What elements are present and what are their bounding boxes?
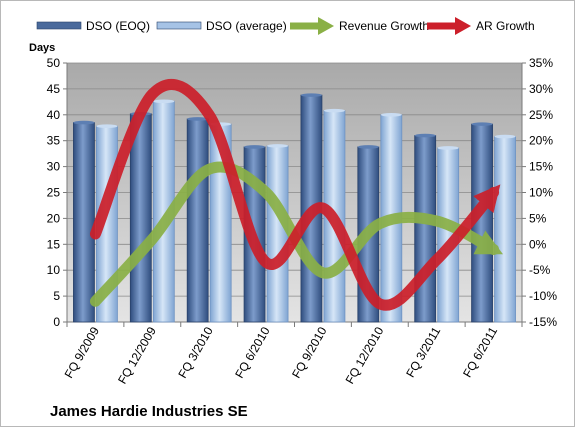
bar-dso-average (494, 136, 516, 323)
y2-tick-label: 30% (529, 82, 553, 96)
bar-dso-average (266, 145, 289, 323)
y-tick-label: 40 (47, 108, 61, 122)
legend-swatch-dso-eoq (36, 21, 82, 30)
y2-tick-label: 35% (529, 56, 553, 70)
legend-label-revenue-growth: Revenue Growth (339, 19, 429, 33)
legend-arrow-revenue-growth (318, 17, 334, 35)
bar-top-dso-eoq (414, 133, 436, 138)
y2-tick-label: -5% (529, 263, 551, 277)
y-tick-label: 10 (47, 263, 61, 277)
y-tick-label: 30 (47, 160, 61, 174)
y-tick-label: 20 (47, 211, 61, 225)
bar-top-dso-average (437, 146, 459, 150)
y2-tick-label: 15% (529, 160, 553, 174)
legend-label-dso-eoq: DSO (EOQ) (86, 19, 150, 33)
bar-top-dso-average (494, 134, 516, 139)
y2-tick-label: 25% (529, 108, 553, 122)
y2-tick-label: 5% (529, 211, 547, 225)
bar-top-dso-average (380, 113, 402, 117)
y2-tick-label: 0% (529, 237, 547, 251)
bar-dso-eoq (73, 122, 95, 323)
legend-swatch-dso-average (156, 21, 202, 30)
y-tick-label: 35 (47, 134, 61, 148)
y-tick-label: 0 (53, 315, 60, 329)
y2-tick-label: -10% (529, 289, 557, 303)
legend-label-ar-growth: AR Growth (476, 19, 535, 33)
line-ar-growth (89, 78, 501, 311)
legend: DSO (EOQ) DSO (average) Revenue Growth AR G… (36, 17, 535, 35)
bar-top-dso-eoq (244, 145, 266, 149)
line-revenue-growth (89, 161, 504, 307)
bar-top-dso-eoq (73, 120, 95, 125)
y2-tick-label: 20% (529, 134, 553, 148)
bar-dso-eoq (129, 113, 152, 323)
y-tick-label: 45 (47, 82, 61, 96)
y-tick-label: 25 (47, 186, 61, 200)
bar-top-dso-average (323, 108, 345, 113)
bar-top-dso-eoq (357, 145, 379, 149)
bar-dso-eoq (186, 118, 209, 323)
y-axis-label: Days (29, 42, 55, 54)
y2-tick-label: -15% (529, 315, 557, 329)
bar-top-dso-average (267, 144, 289, 148)
bar-top-dso-average (153, 99, 175, 104)
chart-title: James Hardie Industries SE (50, 403, 248, 420)
legend-label-dso-average: DSO (average) (206, 19, 287, 33)
bar-top-dso-eoq (471, 122, 493, 126)
bar-dso-eoq (414, 135, 437, 323)
y-tick-label: 15 (47, 237, 61, 251)
y-tick-label: 5 (53, 289, 60, 303)
legend-arrow-ar-growth (455, 17, 471, 35)
bar-top-dso-eoq (300, 93, 322, 97)
y-tick-label: 50 (47, 56, 61, 70)
bar-top-dso-eoq (187, 117, 209, 121)
bar-top-dso-average (96, 124, 118, 128)
y2-tick-label: 10% (529, 186, 553, 200)
